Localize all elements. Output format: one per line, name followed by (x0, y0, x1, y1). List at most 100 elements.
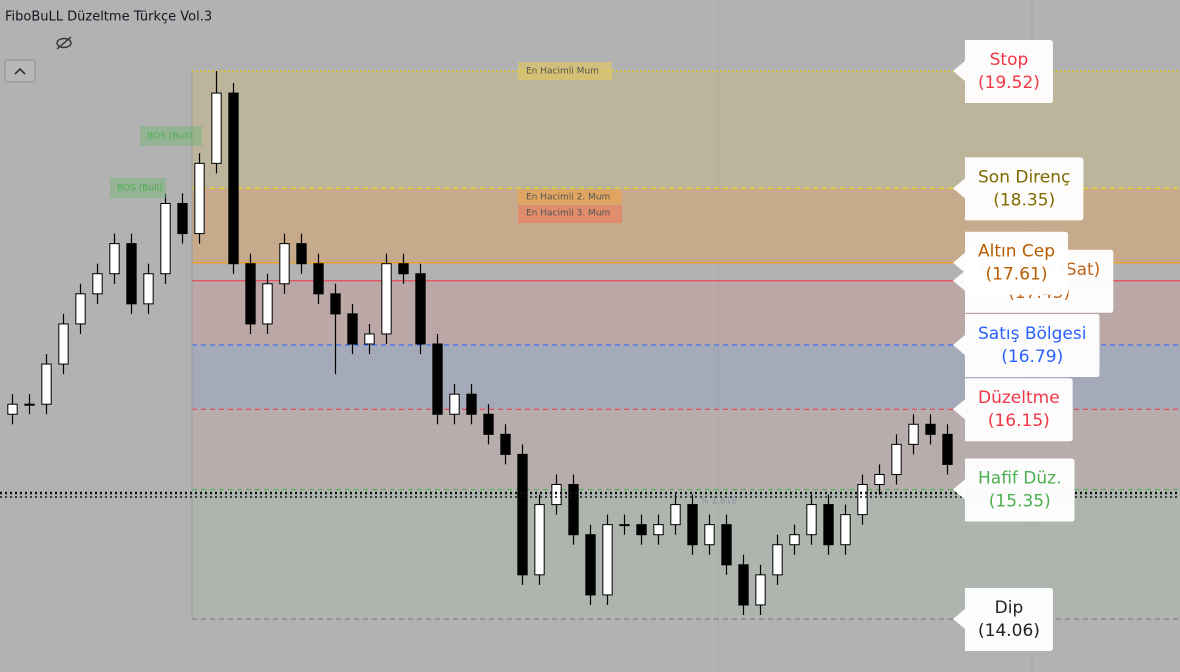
level-name: Hafif Düz. (978, 469, 1062, 489)
candle-body (721, 524, 732, 566)
level-name: Satış Bölgesi (978, 324, 1086, 344)
label-box (953, 40, 1053, 103)
candle-body (7, 403, 18, 415)
level-name: Son Direnç (978, 167, 1070, 187)
level-value: (15.35) (989, 492, 1051, 512)
level-value: (16.15) (988, 411, 1050, 431)
candle-body (687, 504, 698, 546)
candle-body (942, 433, 953, 465)
candle-body (925, 423, 936, 435)
candle-body (58, 323, 69, 365)
level-value: (14.06) (978, 621, 1040, 641)
annotation: % 1.618 (700, 497, 737, 507)
candle-body (415, 273, 426, 345)
annotation-box (110, 178, 166, 198)
collapse-button[interactable] (4, 59, 36, 83)
candle-body (738, 564, 749, 606)
candle-body (126, 243, 137, 305)
candle-body (874, 473, 885, 486)
candle-body (381, 263, 392, 335)
candle-body (398, 263, 409, 275)
annotation-box (518, 190, 622, 204)
level-label: Hafif Düz. (15.35) (953, 458, 1075, 522)
annotation: En Hacimli 2. Mum (526, 193, 610, 203)
candle-body (194, 162, 205, 235)
candle-body (806, 504, 817, 536)
candle-body (670, 504, 681, 526)
label-box (953, 231, 1069, 295)
candle-body (279, 243, 290, 285)
level-value: (18.35) (993, 190, 1055, 210)
level-value: (16.79) (1001, 347, 1063, 367)
indicator-title: FiboBuLL Düzeltme Türkçe Vol.3 (5, 10, 212, 25)
candle-body (160, 202, 171, 275)
candle-body (296, 243, 307, 265)
annotation: En Hacimli 3. Mum (526, 209, 610, 219)
candle-body (211, 92, 222, 164)
candle-body (364, 333, 375, 345)
candle-body (24, 403, 35, 406)
level-name: Stop (990, 50, 1029, 70)
candle-body (330, 293, 341, 315)
level-labels: Stop(19.52)Son Direnç(18.35)Ana Alan (Sa… (953, 40, 1114, 651)
candle-body (585, 534, 596, 596)
candle-body (602, 524, 613, 596)
candles (7, 71, 953, 615)
candle-body (500, 433, 511, 455)
annotation: BOS (Bull) (147, 132, 193, 142)
candle-body (789, 534, 800, 546)
candle-body (636, 524, 647, 536)
annotation-box (140, 126, 202, 146)
candle-body (245, 263, 256, 325)
level-label: Dip (14.06) (953, 588, 1053, 651)
candle-body (313, 263, 324, 295)
level-name: Altın Cep (978, 242, 1055, 262)
candle-body (75, 293, 86, 325)
candle-body (755, 574, 766, 606)
label-box (953, 157, 1084, 221)
label-box (953, 588, 1053, 651)
level-label: Satış Bölgesi (16.79) (953, 314, 1100, 377)
candle-body (483, 413, 494, 435)
annotation: En Hacimli Mum (526, 67, 599, 77)
label-box (953, 314, 1100, 377)
candle-body (432, 343, 443, 415)
level-label: Düzeltme (16.15) (953, 378, 1073, 442)
candle-body (568, 484, 579, 536)
candle-body (823, 504, 834, 546)
candle-body (840, 514, 851, 546)
candle-body (704, 524, 715, 546)
level-value: (17.61) (986, 265, 1048, 285)
level-label: Altın Cep (17.61) (953, 231, 1069, 295)
annotation-box (518, 62, 612, 80)
hide-icon[interactable] (56, 36, 72, 50)
label-box (953, 378, 1073, 442)
level-label: Stop (19.52) (953, 40, 1053, 103)
candle-body (177, 202, 188, 235)
candle-body (653, 524, 664, 536)
level-value: (19.52) (978, 73, 1040, 93)
candle-body (466, 393, 477, 415)
annotation-box (518, 205, 622, 223)
label-box (953, 458, 1075, 522)
candle-body (228, 92, 239, 265)
candle-body (92, 273, 103, 295)
level-name: Dip (995, 598, 1024, 618)
candle-body (891, 443, 902, 475)
candle-body (262, 283, 273, 325)
level-name: Düzeltme (978, 388, 1060, 408)
annotation: BOS (Bull) (117, 184, 163, 194)
candle-body (857, 484, 868, 516)
candle-body (908, 423, 919, 445)
candle-body (109, 243, 120, 275)
candle-body (551, 484, 562, 506)
candle-body (143, 273, 154, 305)
candle-body (619, 524, 630, 527)
candle-body (449, 393, 460, 415)
candle-body (517, 453, 528, 576)
level-label: Son Direnç (18.35) (953, 157, 1084, 221)
candle-body (772, 544, 783, 576)
candle-body (41, 363, 52, 405)
